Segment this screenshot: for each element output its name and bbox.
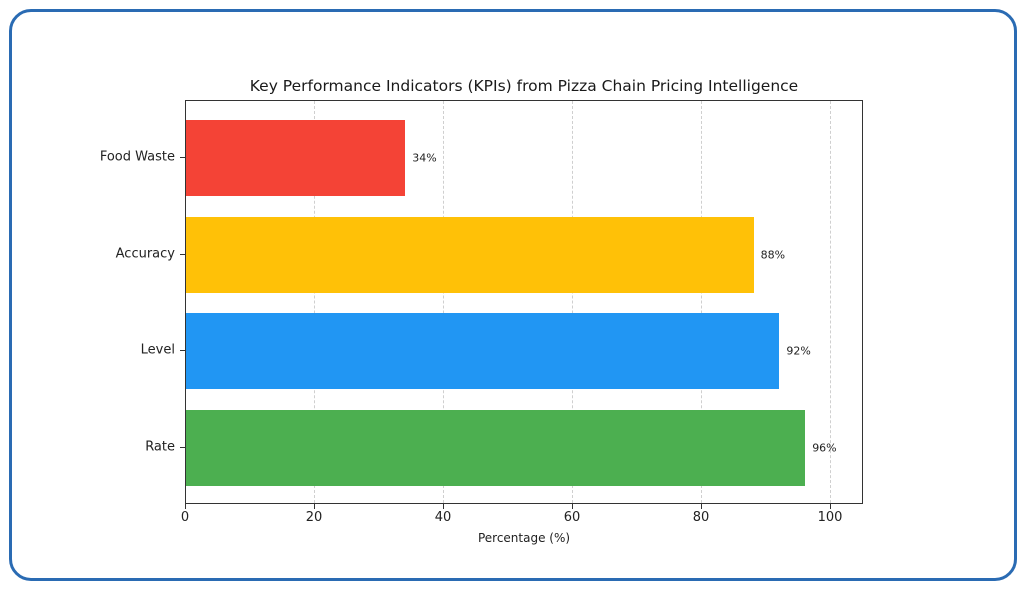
bar-value-label: 34% xyxy=(412,151,437,165)
chart-title: Key Performance Indicators (KPIs) from P… xyxy=(249,77,799,95)
bar-food-waste xyxy=(186,120,406,196)
x-tick xyxy=(443,504,444,509)
gridline xyxy=(443,101,444,503)
bar-rate xyxy=(186,410,806,486)
y-tick xyxy=(180,350,185,351)
x-tick-label: 60 xyxy=(563,510,581,525)
bar-value-label: 96% xyxy=(812,441,837,455)
gridline xyxy=(830,101,831,503)
x-tick xyxy=(701,504,702,509)
gridline xyxy=(701,101,702,503)
x-tick-label: 80 xyxy=(692,510,710,525)
y-tick xyxy=(180,157,185,158)
bar-value-label: 88% xyxy=(760,248,786,262)
plot-area: 34% 88% 92% 96% xyxy=(185,100,863,504)
y-category-label: Food Waste xyxy=(99,149,175,165)
x-tick xyxy=(185,504,186,509)
gridline xyxy=(572,101,573,503)
x-tick-label: 40 xyxy=(434,510,452,525)
bar-accuracy xyxy=(186,217,754,293)
gridline xyxy=(314,101,315,503)
x-tick xyxy=(830,504,831,509)
x-tick-label: 100 xyxy=(817,510,843,525)
bar-value-label: 92% xyxy=(786,344,811,358)
x-tick-label: 20 xyxy=(305,510,323,525)
x-tick-label: 0 xyxy=(180,510,190,525)
x-tick xyxy=(314,504,315,509)
y-tick xyxy=(180,447,185,448)
x-tick xyxy=(572,504,573,509)
y-category-label: Accuracy xyxy=(115,246,175,262)
bar-level xyxy=(186,313,780,389)
x-axis-title: Percentage (%) xyxy=(477,531,571,545)
y-tick xyxy=(180,254,185,255)
y-category-label: Rate xyxy=(145,439,175,455)
y-category-label: Level xyxy=(140,342,175,358)
